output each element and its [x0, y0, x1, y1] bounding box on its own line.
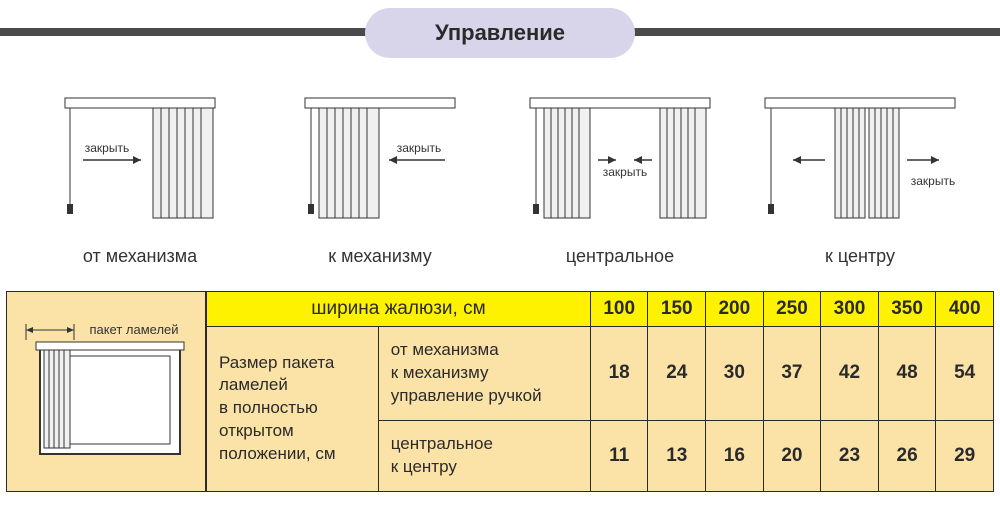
width-col: 250	[763, 292, 821, 327]
header-label: ширина жалюзи, см	[207, 292, 591, 327]
page-title: Управление	[435, 20, 565, 45]
width-col: 100	[590, 292, 648, 327]
table-cell: 37	[763, 327, 821, 421]
page-title-pill: Управление	[365, 8, 635, 58]
table-cell: 42	[821, 327, 879, 421]
diagram-row: закрыть от механизма	[0, 80, 1000, 277]
diagram-to-center: закрыть к центру	[750, 90, 970, 267]
table-container: пакет ламелей	[6, 291, 994, 492]
table-cell: 54	[936, 327, 994, 421]
table-row: Размер пакета ламелей в полностью открыт…	[207, 327, 994, 421]
width-col: 400	[936, 292, 994, 327]
table-cell: 29	[936, 420, 994, 491]
table-cell: 11	[590, 420, 648, 491]
data-table: ширина жалюзи, см 100 150 200 250 300 35…	[206, 291, 994, 492]
side-diagram-cell: пакет ламелей	[6, 291, 206, 492]
close-label: закрыть	[911, 174, 955, 188]
table-cell: 16	[706, 420, 764, 491]
diagram-caption: центральное	[566, 246, 674, 267]
table-header-row: ширина жалюзи, см 100 150 200 250 300 35…	[207, 292, 994, 327]
table-cell: 13	[648, 420, 706, 491]
width-col: 350	[878, 292, 936, 327]
side-image-label: пакет ламелей	[89, 322, 178, 337]
row-label: Размер пакета ламелей в полностью открыт…	[207, 327, 379, 492]
diagram-caption: от механизма	[83, 246, 197, 267]
diagram-caption: к центру	[825, 246, 895, 267]
table-cell: 26	[878, 420, 936, 491]
table-cell: 48	[878, 327, 936, 421]
table-cell: 24	[648, 327, 706, 421]
width-col: 150	[648, 292, 706, 327]
diagram-caption: к механизму	[328, 246, 432, 267]
diagram-central: закрыть центральное	[510, 90, 730, 267]
close-label: закрыть	[603, 165, 647, 179]
subrow-label: центральное к центру	[378, 420, 590, 491]
table-cell: 23	[821, 420, 879, 491]
subrow-label: от механизма к механизму управление ручк…	[378, 327, 590, 421]
page-root: Управление	[0, 0, 1000, 492]
title-bar: Управление	[0, 0, 1000, 60]
diagram-from-mechanism: закрыть от механизма	[30, 90, 250, 267]
table-cell: 18	[590, 327, 648, 421]
table-cell: 30	[706, 327, 764, 421]
close-label: закрыть	[85, 141, 129, 155]
close-label: закрыть	[397, 141, 441, 155]
width-col: 300	[821, 292, 879, 327]
diagram-to-mechanism: закрыть к механизму	[270, 90, 490, 267]
width-col: 200	[706, 292, 764, 327]
table-cell: 20	[763, 420, 821, 491]
